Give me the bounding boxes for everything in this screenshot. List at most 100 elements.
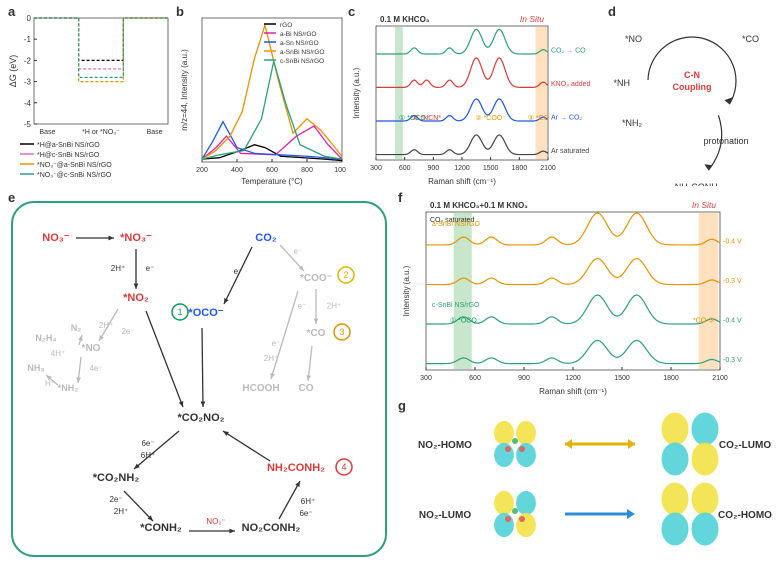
svg-text:HCOOH: HCOOH [242, 383, 279, 394]
svg-text:1800: 1800 [663, 375, 679, 382]
svg-text:1: 1 [177, 307, 182, 317]
svg-text:Raman shift (cm⁻¹): Raman shift (cm⁻¹) [539, 387, 607, 396]
svg-text:CO₂: CO₂ [255, 232, 277, 244]
svg-text:6H⁺: 6H⁺ [301, 497, 315, 506]
svg-text:*NO₃⁻: *NO₃⁻ [120, 232, 152, 244]
svg-text:800: 800 [301, 167, 313, 174]
svg-text:a-SnBi NS/rGO: a-SnBi NS/rGO [280, 49, 324, 56]
svg-text:m/z=44, Intensity (a.u.): m/z=44, Intensity (a.u.) [180, 49, 189, 131]
svg-text:③ *CO: ③ *CO [528, 114, 550, 122]
svg-text:*CO₂NH₂: *CO₂NH₂ [93, 472, 140, 484]
svg-text:*NO: *NO [625, 34, 642, 44]
svg-text:1200: 1200 [454, 165, 470, 172]
svg-text:Raman shift (cm⁻¹): Raman shift (cm⁻¹) [428, 177, 496, 186]
svg-text:KNO₃ added: KNO₃ added [551, 81, 591, 88]
svg-text:6e⁻: 6e⁻ [141, 439, 154, 448]
svg-text:-0.4 V: -0.4 V [723, 239, 742, 246]
svg-text:2e⁻: 2e⁻ [121, 327, 134, 336]
svg-text:*COO⁻: *COO⁻ [300, 273, 332, 284]
svg-text:*NO₂: *NO₂ [123, 292, 149, 304]
svg-text:a-Bi NS/rGO: a-Bi NS/rGO [280, 31, 316, 38]
svg-text:0: 0 [27, 14, 32, 23]
svg-text:*NO: *NO [82, 343, 101, 354]
svg-text:protonation: protonation [703, 136, 748, 146]
svg-text:In Situ: In Situ [520, 14, 544, 24]
svg-text:0.1 M KHCO₃+0.1 M KNO₃: 0.1 M KHCO₃+0.1 M KNO₃ [430, 201, 528, 210]
svg-text:2e⁻: 2e⁻ [109, 495, 122, 504]
svg-text:NO₂-HOMO: NO₂-HOMO [418, 440, 472, 451]
diagram-e: NO₃⁻*NO₃⁻2H⁺e⁻*NO₂2H⁺2e⁻*NON₂H₄N₂NH₃*NH₂… [6, 196, 392, 562]
svg-text:*CO ③: *CO ③ [693, 317, 714, 325]
svg-text:2H⁺: 2H⁺ [327, 302, 341, 311]
diagram-g: NO₂-HOMOCO₂-LUMONO₂-LUMOCO₂-HOMO [400, 402, 774, 562]
svg-text:200: 200 [196, 167, 208, 174]
svg-text:2100: 2100 [540, 165, 556, 172]
svg-text:900: 900 [518, 375, 530, 382]
svg-text:NO₂CONH₂: NO₂CONH₂ [242, 522, 301, 534]
panel-d: *NO*NH*NH₂*COC-NCouplingprotonationNH₂CO… [608, 10, 776, 186]
svg-text:-2: -2 [24, 56, 32, 65]
svg-text:2H⁺: 2H⁺ [264, 354, 278, 363]
svg-text:400: 400 [231, 167, 243, 174]
chart-a: -5-4-3-2-10Base*H or *NO₃⁻BaseΔG (eV)*H@… [6, 10, 174, 186]
svg-text:*OCO⁻: *OCO⁻ [188, 307, 223, 319]
svg-text:*H or *NO₃⁻: *H or *NO₃⁻ [82, 129, 120, 136]
svg-text:*CO₂NO₂: *CO₂NO₂ [177, 412, 224, 424]
svg-text:4e⁻: 4e⁻ [89, 364, 102, 373]
svg-text:*CONH₂: *CONH₂ [140, 522, 182, 534]
chart-f: 3006009001200150018002100Raman shift (cm… [400, 196, 774, 396]
svg-text:a-Sn NS/rGO: a-Sn NS/rGO [280, 40, 319, 47]
svg-text:Ar → CO₂: Ar → CO₂ [551, 114, 582, 121]
svg-text:-0.4 V: -0.4 V [723, 318, 742, 325]
svg-text:Temperature (°C): Temperature (°C) [241, 177, 303, 186]
svg-text:e⁻: e⁻ [272, 339, 281, 348]
svg-text:-5: -5 [24, 120, 32, 129]
svg-text:-4: -4 [24, 99, 32, 108]
panel-a: -5-4-3-2-10Base*H or *NO₃⁻BaseΔG (eV)*H@… [6, 10, 174, 186]
svg-text:ΔG (eV): ΔG (eV) [8, 55, 18, 88]
svg-text:2: 2 [343, 270, 348, 280]
panel-e: NO₃⁻*NO₃⁻2H⁺e⁻*NO₂2H⁺2e⁻*NON₂H₄N₂NH₃*NH₂… [6, 196, 392, 562]
svg-text:1000: 1000 [334, 167, 346, 174]
svg-text:-0.3 V: -0.3 V [723, 278, 742, 285]
svg-text:① *OCO⁻: ① *OCO⁻ [450, 317, 481, 325]
svg-text:H⁺: H⁺ [45, 379, 55, 388]
svg-text:rGO: rGO [280, 22, 292, 29]
svg-text:*H@a-SnBi NS/rGO: *H@a-SnBi NS/rGO [37, 142, 100, 149]
svg-text:Intensity (a.u.): Intensity (a.u.) [352, 67, 361, 118]
svg-text:1200: 1200 [565, 375, 581, 382]
svg-text:*NH₂: *NH₂ [58, 383, 79, 393]
svg-text:CO₂ → CO: CO₂ → CO [551, 47, 586, 54]
svg-text:*H@c-SnBi NS/rGO: *H@c-SnBi NS/rGO [37, 152, 100, 159]
svg-text:C-N: C-N [684, 70, 700, 80]
panel-g: NO₂-HOMOCO₂-LUMONO₂-LUMOCO₂-HOMO [400, 402, 774, 562]
svg-text:300: 300 [370, 165, 382, 172]
svg-text:2H⁺: 2H⁺ [99, 321, 113, 330]
svg-text:*CO: *CO [307, 328, 326, 339]
svg-text:1500: 1500 [614, 375, 630, 382]
svg-text:*CO: *CO [742, 34, 759, 44]
svg-text:c-SnBi NS/rGO: c-SnBi NS/rGO [432, 302, 480, 309]
svg-text:300: 300 [420, 375, 432, 382]
svg-text:NO₂-LUMO: NO₂-LUMO [419, 510, 471, 521]
svg-text:CO: CO [299, 383, 314, 394]
svg-text:NH₂CONH₂: NH₂CONH₂ [267, 462, 325, 474]
svg-text:*NH: *NH [613, 78, 630, 88]
svg-text:NH₃: NH₃ [27, 363, 44, 373]
panel-f: 3006009001200150018002100Raman shift (cm… [400, 196, 774, 396]
svg-text:In Situ: In Situ [692, 200, 716, 210]
svg-text:600: 600 [399, 165, 411, 172]
svg-text:6e⁻: 6e⁻ [299, 509, 312, 518]
svg-text:*NO₃⁻@c-SnBi NS/rGO: *NO₃⁻@c-SnBi NS/rGO [37, 172, 112, 179]
svg-text:1800: 1800 [512, 165, 528, 172]
svg-text:4H⁺: 4H⁺ [51, 349, 65, 358]
svg-text:*NO₃⁻@a-SnBi NS/rGO: *NO₃⁻@a-SnBi NS/rGO [37, 162, 112, 169]
panel-c: 3006009001200150018002100Raman shift (cm… [350, 10, 602, 186]
svg-text:3: 3 [339, 327, 344, 337]
svg-text:CO₂-HOMO: CO₂-HOMO [718, 510, 772, 521]
svg-text:2H⁺: 2H⁺ [114, 507, 128, 516]
svg-text:0.1 M KHCO₃: 0.1 M KHCO₃ [380, 15, 430, 24]
svg-text:600: 600 [266, 167, 278, 174]
svg-text:-3: -3 [24, 78, 32, 87]
svg-text:2100: 2100 [712, 375, 728, 382]
